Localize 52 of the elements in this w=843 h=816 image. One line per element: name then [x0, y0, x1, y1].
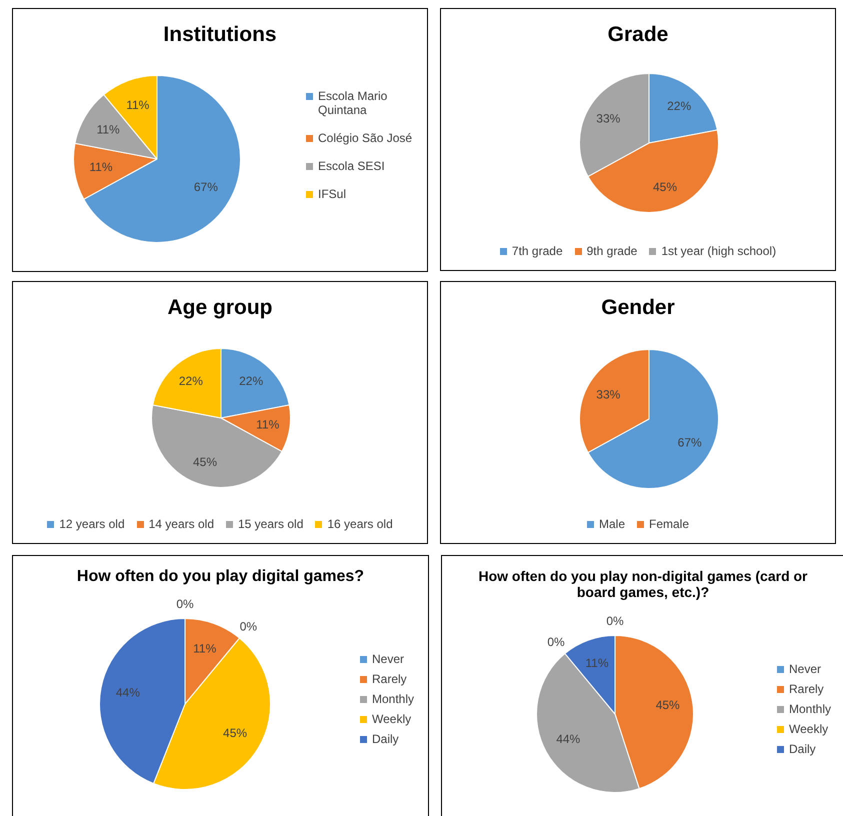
chart-title: Age group: [166, 296, 274, 320]
legend-label: 12 years old: [59, 517, 125, 531]
data-label: 67%: [194, 180, 218, 194]
legend-label: 9th grade: [586, 244, 638, 258]
legend-label: Rarely: [372, 672, 407, 686]
data-label: 22%: [239, 374, 264, 388]
text: 0%: [547, 635, 565, 650]
legend-label: Daily: [372, 732, 399, 746]
legend-label: Never: [789, 662, 822, 676]
chart-title: How often do you play digital games?: [76, 568, 366, 586]
legend-label: Male: [598, 517, 625, 531]
data-label: 11%: [126, 98, 150, 112]
text: 0%: [606, 614, 624, 628]
legend-label: Rarely: [789, 682, 824, 696]
legend-label: Colégio São José: [318, 131, 412, 145]
data-label: 45%: [223, 726, 248, 740]
data-label: 45%: [656, 698, 680, 712]
chart-title: Institutions: [162, 23, 278, 47]
data-label: 11%: [193, 642, 217, 656]
data-label: 44%: [116, 685, 140, 700]
text: 0%: [176, 596, 194, 611]
legend-label: Never: [372, 652, 404, 666]
data-label: 44%: [556, 732, 581, 746]
data-label: 33%: [596, 111, 621, 126]
legend-label: Female: [649, 517, 690, 531]
data-label: 11%: [96, 122, 120, 136]
legend-label: 7th grade: [512, 244, 563, 258]
text: 0%: [240, 620, 258, 634]
data-label: 67%: [678, 435, 702, 450]
data-label: 11%: [585, 656, 609, 670]
data-label: 11%: [256, 418, 280, 432]
legend-label: Monthly: [372, 692, 414, 706]
legend-label: Weekly: [372, 712, 412, 726]
legend-label: Escola SESI: [318, 159, 385, 173]
data-label: 11%: [89, 160, 113, 174]
legend-label: Weekly: [789, 722, 828, 736]
chart-title: Gender: [600, 296, 676, 320]
data-label: 45%: [192, 454, 218, 469]
legend-label: IFSul: [318, 187, 346, 201]
data-label: 22%: [178, 374, 204, 388]
chart-title: How often do you play non-digital games (card or board games, etc.)?: [478, 568, 808, 600]
chart-title: Grade: [606, 23, 670, 47]
legend-label: Monthly: [789, 702, 832, 716]
data-label: 45%: [652, 180, 678, 194]
legend-label: Escola Mario Quintana: [318, 89, 388, 117]
data-label: 33%: [596, 387, 621, 402]
legend-label: 1st year (high school): [661, 244, 776, 258]
legend-label: 15 years old: [238, 517, 304, 531]
legend-label: Daily: [789, 742, 816, 756]
legend-label: 16 years old: [327, 517, 393, 531]
legend-label: 14 years old: [148, 517, 214, 531]
data-label: 22%: [667, 98, 692, 113]
